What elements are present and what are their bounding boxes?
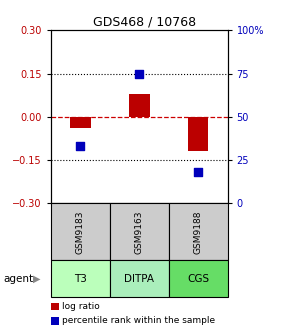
Text: agent: agent	[3, 274, 33, 284]
Text: GSM9183: GSM9183	[76, 210, 85, 254]
Bar	[129, 94, 150, 117]
Point	[78, 143, 83, 149]
Text: DITPA: DITPA	[124, 274, 154, 284]
Text: GSM9188: GSM9188	[194, 210, 203, 254]
Text: log ratio: log ratio	[62, 302, 100, 311]
Text: ▶: ▶	[33, 274, 41, 284]
Point	[196, 169, 200, 175]
Point	[137, 71, 142, 76]
Bar	[70, 117, 90, 128]
Bar	[188, 117, 209, 151]
Text: T3: T3	[74, 274, 87, 284]
Text: GSM9163: GSM9163	[135, 210, 144, 254]
Text: percentile rank within the sample: percentile rank within the sample	[62, 317, 215, 325]
Text: CGS: CGS	[187, 274, 209, 284]
Text: GDS468 / 10768: GDS468 / 10768	[93, 15, 197, 28]
